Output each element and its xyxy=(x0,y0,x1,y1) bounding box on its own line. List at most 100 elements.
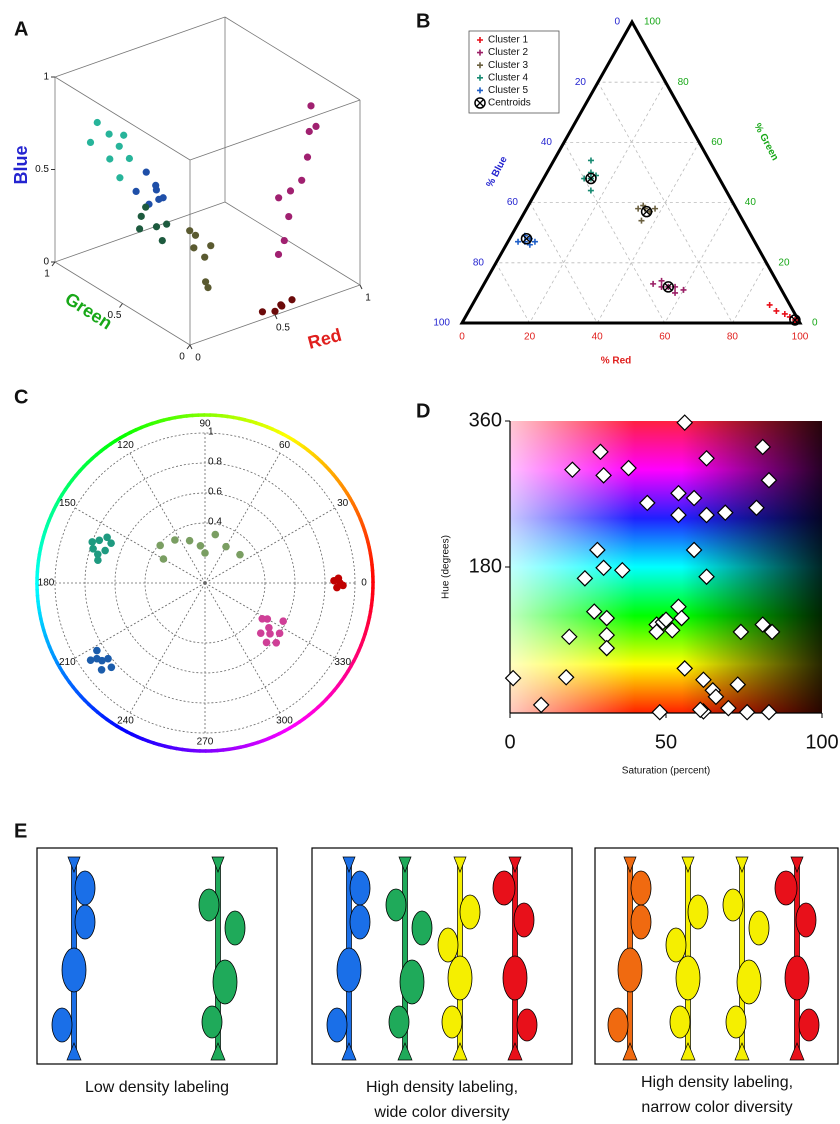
point xyxy=(652,206,658,212)
point xyxy=(133,188,140,195)
z-tick-label: 0 xyxy=(43,257,49,268)
blue-tick-label: 40 xyxy=(541,137,553,148)
y-axis-title: Green xyxy=(61,288,116,333)
bouton xyxy=(737,960,761,1004)
bouton xyxy=(775,871,797,905)
y-tick xyxy=(52,262,55,266)
point xyxy=(108,664,116,672)
z-axis-title: Blue xyxy=(11,145,31,184)
point xyxy=(265,624,273,632)
theta-tick-label: 300 xyxy=(276,715,293,726)
bouton xyxy=(796,903,816,937)
x-tick-label: 0 xyxy=(195,353,201,364)
point xyxy=(120,132,127,139)
point xyxy=(304,154,311,161)
caption: High density labeling, xyxy=(641,1074,793,1091)
point xyxy=(635,206,641,212)
bouton xyxy=(448,956,472,1000)
red-tick-label: 100 xyxy=(792,332,809,343)
y-axis-title: Hue (degrees) xyxy=(441,535,452,599)
bouton xyxy=(442,1006,462,1038)
bouton xyxy=(631,905,651,939)
grid-spoke xyxy=(75,583,205,658)
point xyxy=(275,194,282,201)
bouton xyxy=(631,871,651,905)
point xyxy=(143,169,150,176)
point xyxy=(93,647,101,655)
x-axis-title: Saturation (percent) xyxy=(622,766,710,777)
green-tick-label: 60 xyxy=(711,137,723,148)
bouton xyxy=(327,1008,347,1042)
green-tick-label: 100 xyxy=(644,17,661,28)
red-tick-label: 60 xyxy=(659,332,671,343)
point xyxy=(101,547,109,555)
theta-tick-label: 30 xyxy=(337,498,349,509)
bouton xyxy=(785,956,809,1000)
grid-line xyxy=(564,142,665,323)
bouton xyxy=(618,948,642,992)
x-tick-label: 0.5 xyxy=(276,323,290,334)
x-tick-label: 100 xyxy=(805,731,838,753)
point xyxy=(259,308,266,315)
bouton xyxy=(608,1008,628,1042)
point xyxy=(773,308,779,314)
x-tick-label: 1 xyxy=(365,293,371,304)
point xyxy=(650,281,656,287)
grid-spoke xyxy=(130,583,205,713)
bouton xyxy=(688,895,708,929)
point xyxy=(207,242,214,249)
point xyxy=(116,174,123,181)
y-tick-label: 0 xyxy=(179,352,185,363)
point xyxy=(96,536,104,544)
bouton xyxy=(62,948,86,992)
legend-label: Cluster 1 xyxy=(488,35,528,46)
bouton xyxy=(723,889,743,921)
grid-line xyxy=(496,263,530,323)
legend-label: Cluster 5 xyxy=(488,85,528,96)
x-tick-label: 50 xyxy=(655,731,677,753)
point xyxy=(152,182,159,189)
point xyxy=(116,143,123,150)
theta-tick-label: 240 xyxy=(117,715,134,726)
bouton xyxy=(75,905,95,939)
point xyxy=(211,531,219,539)
theta-tick-label: 120 xyxy=(117,440,134,451)
panel-label: E xyxy=(14,820,27,842)
green-tick-label: 80 xyxy=(678,77,690,88)
point xyxy=(659,278,665,284)
green-axis-title: % Green xyxy=(751,122,780,163)
bouton xyxy=(386,889,406,921)
blue-tick-label: 100 xyxy=(433,318,450,329)
theta-tick-label: 0 xyxy=(361,578,367,589)
centroid xyxy=(663,282,673,292)
point xyxy=(201,254,208,261)
theta-tick-label: 270 xyxy=(197,737,214,748)
z-tick-label: 0.5 xyxy=(35,164,49,175)
x-tick xyxy=(360,285,362,289)
bouton xyxy=(799,1009,819,1041)
caption: High density labeling, xyxy=(366,1079,518,1096)
point xyxy=(681,287,687,293)
point xyxy=(142,204,149,211)
bouton xyxy=(670,1006,690,1038)
bouton xyxy=(337,948,361,992)
blue-tick-label: 60 xyxy=(507,197,519,208)
x-tick xyxy=(190,345,192,349)
point xyxy=(263,639,271,647)
bouton xyxy=(225,911,245,945)
bouton xyxy=(517,1009,537,1041)
point xyxy=(159,237,166,244)
point xyxy=(192,232,199,239)
theta-tick-label: 90 xyxy=(199,419,211,430)
point xyxy=(672,290,678,296)
point xyxy=(515,239,521,245)
theta-tick-label: 210 xyxy=(59,657,76,668)
bouton xyxy=(350,905,370,939)
point xyxy=(94,556,102,564)
point xyxy=(107,539,115,547)
y-tick-label: 360 xyxy=(469,409,502,431)
legend-label: Cluster 3 xyxy=(488,60,528,71)
bouton xyxy=(514,903,534,937)
x-tick-label: 0 xyxy=(504,731,515,753)
